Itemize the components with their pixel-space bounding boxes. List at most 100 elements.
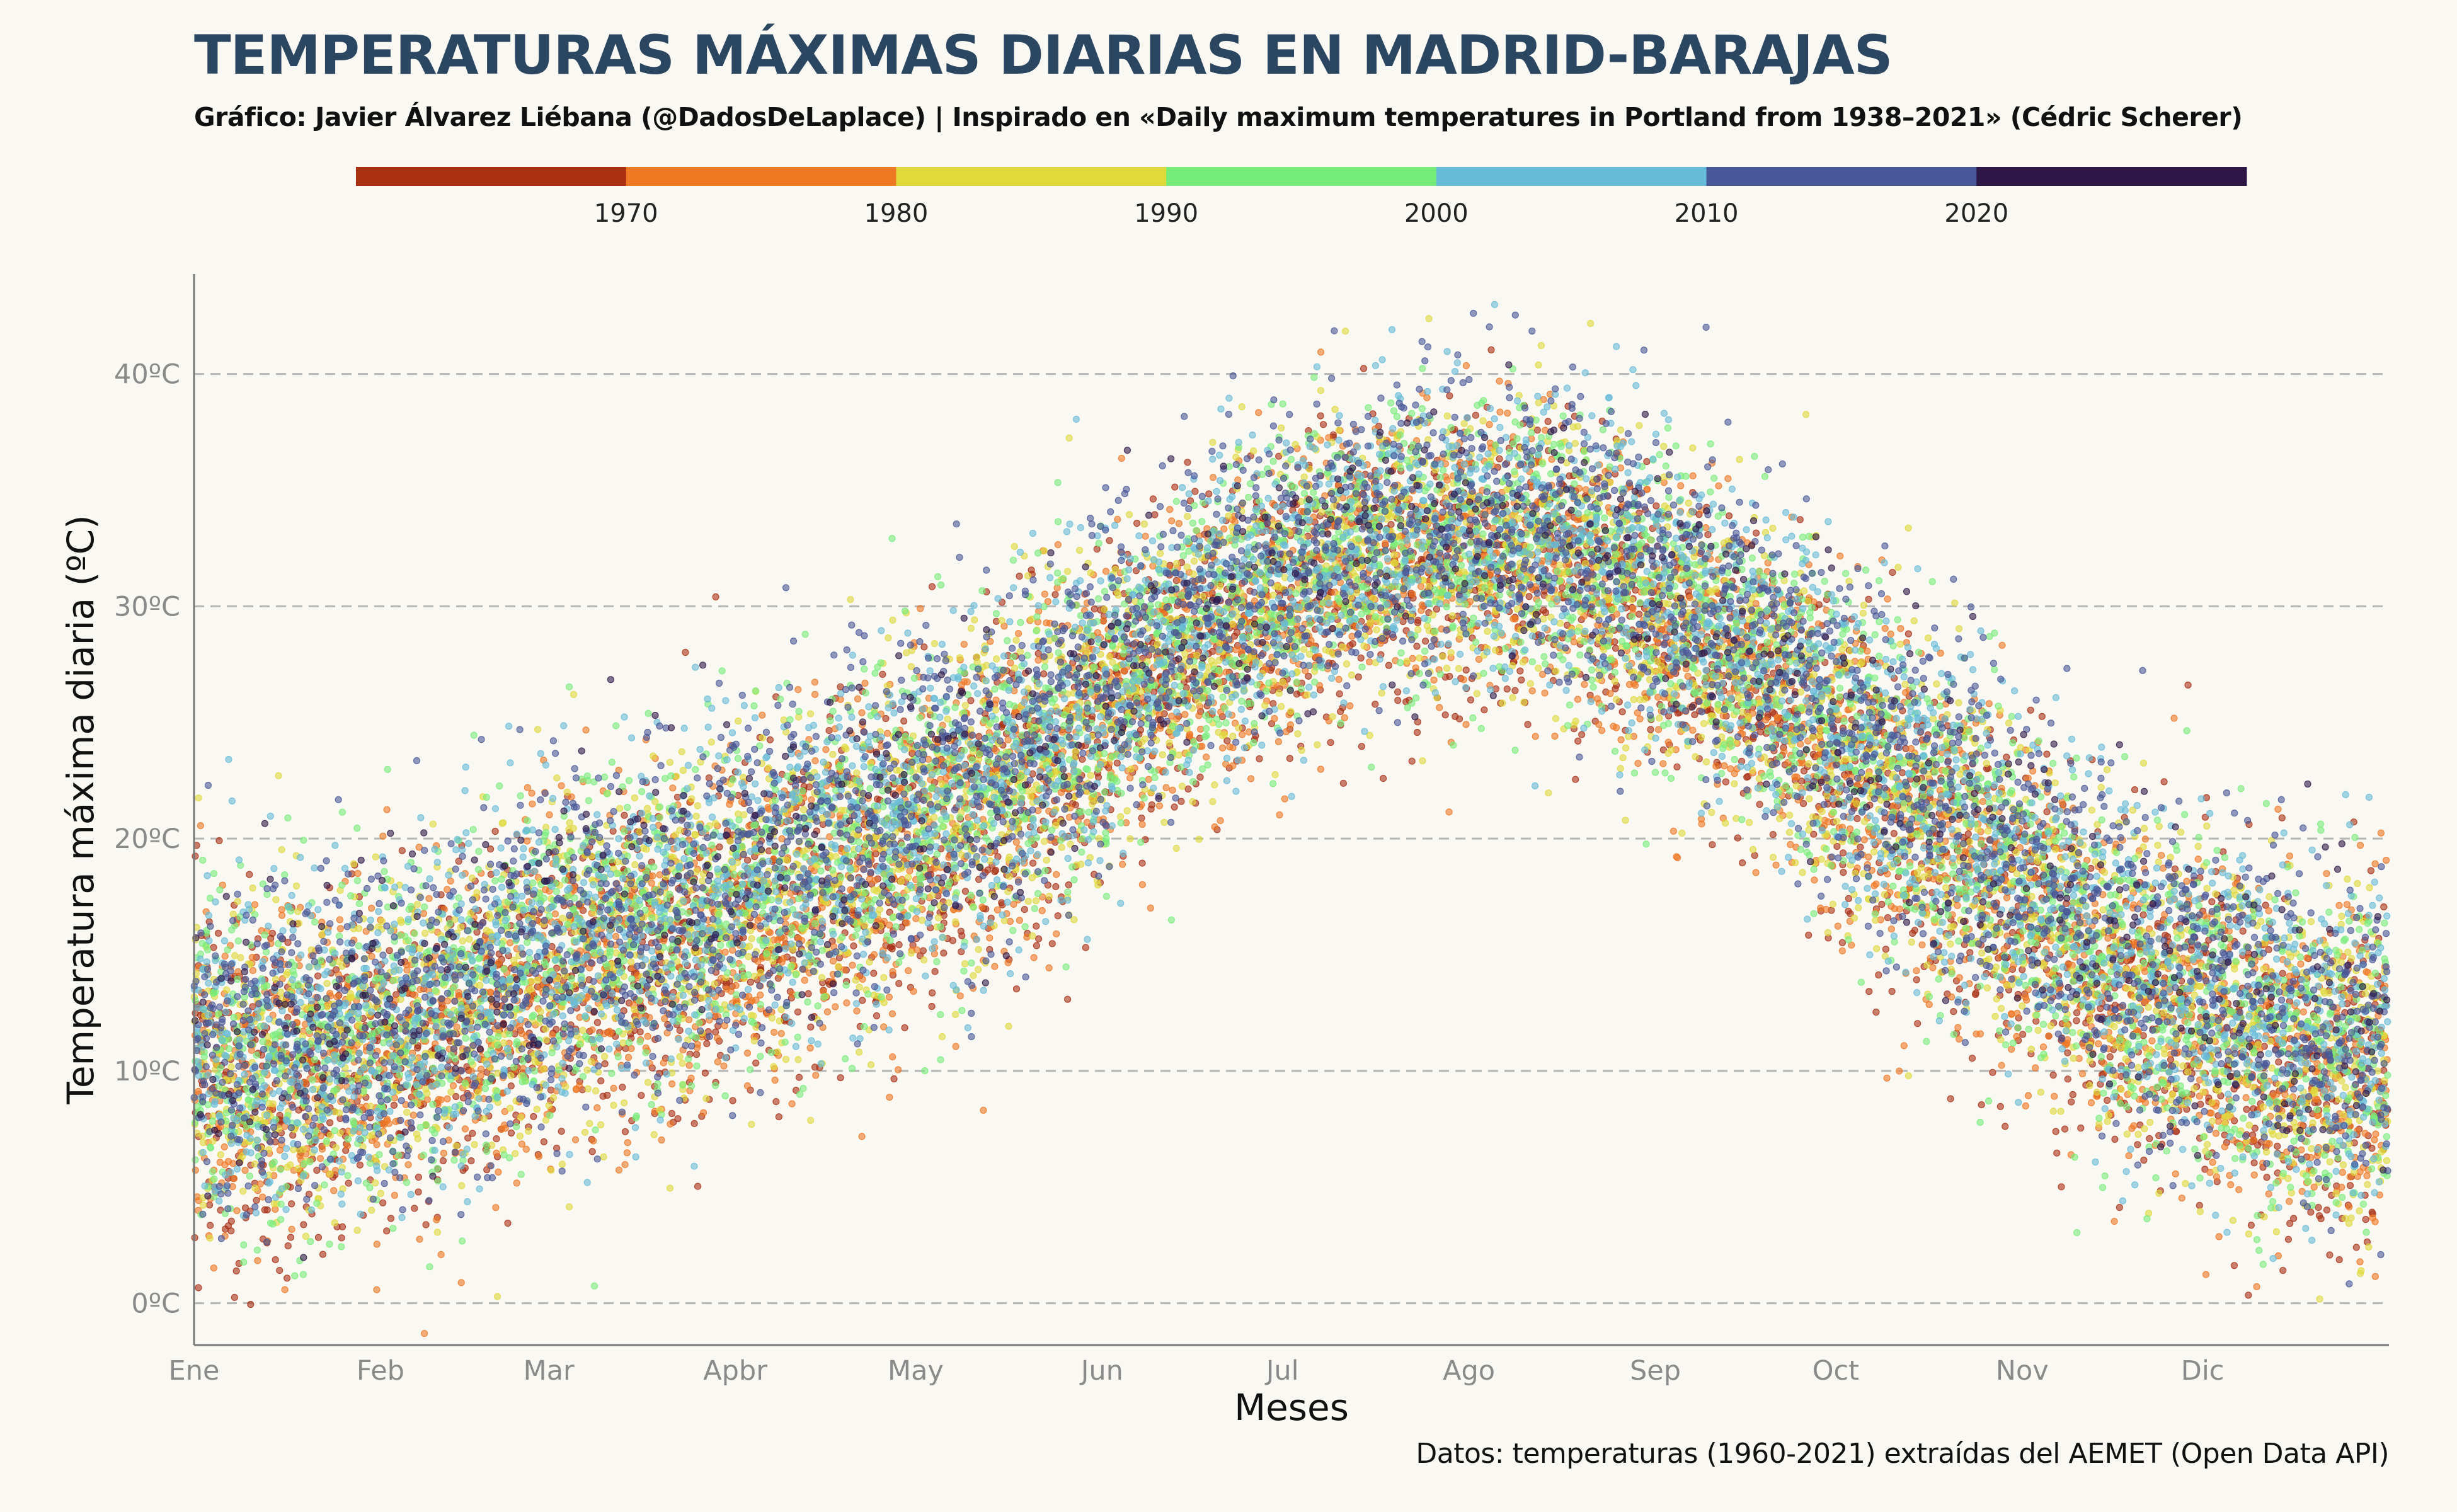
- data-point: [420, 1330, 428, 1337]
- data-point: [281, 1286, 289, 1293]
- data-point: [1016, 572, 1023, 580]
- data-point: [2263, 1174, 2271, 1181]
- data-point: [1082, 944, 1089, 951]
- data-point: [1276, 811, 1283, 819]
- data-point: [284, 939, 292, 946]
- data-point: [1102, 568, 1110, 575]
- data-point: [2247, 1222, 2255, 1229]
- data-point: [1053, 930, 1060, 937]
- data-point: [811, 679, 819, 686]
- data-point: [597, 1077, 605, 1085]
- data-point: [1889, 568, 1896, 576]
- data-point: [1524, 721, 1532, 728]
- chart-title: TEMPERATURAS MÁXIMAS DIARIAS EN MADRID-B…: [194, 24, 1893, 87]
- data-point: [2032, 1017, 2040, 1025]
- data-point: [1721, 762, 1728, 770]
- data-point: [1709, 841, 1716, 849]
- data-point: [2053, 1149, 2061, 1157]
- data-point: [1282, 728, 1290, 736]
- data-point: [703, 1040, 711, 1048]
- data-point: [1147, 805, 1155, 813]
- data-point: [590, 1137, 597, 1145]
- data-point: [806, 1044, 814, 1052]
- data-point: [1205, 490, 1213, 498]
- data-point: [1281, 795, 1288, 803]
- data-point: [772, 1097, 780, 1106]
- data-point: [1065, 881, 1072, 889]
- data-point: [1184, 459, 1191, 466]
- data-point: [1317, 412, 1324, 420]
- data-point: [1217, 816, 1224, 825]
- data-point: [2045, 1033, 2053, 1040]
- data-point: [437, 1251, 445, 1259]
- data-point: [811, 1063, 819, 1071]
- data-point: [1574, 696, 1582, 703]
- data-point: [2140, 1156, 2148, 1164]
- data-point: [449, 1082, 457, 1089]
- data-point: [2003, 753, 2010, 761]
- data-point: [859, 997, 866, 1004]
- data-point: [1884, 914, 1892, 922]
- data-point: [1030, 954, 1038, 961]
- data-point: [1394, 697, 1402, 704]
- data-point: [2372, 1130, 2380, 1138]
- data-point: [345, 1179, 352, 1187]
- data-point: [805, 990, 812, 998]
- data-point: [2307, 1208, 2315, 1216]
- legend-segment: [1166, 167, 1437, 186]
- data-point: [415, 1188, 422, 1196]
- data-point: [660, 1059, 667, 1067]
- data-point: [967, 697, 975, 704]
- data-point: [807, 1023, 815, 1031]
- data-point: [1998, 1062, 2005, 1069]
- data-point: [338, 1223, 346, 1230]
- data-point: [1171, 483, 1179, 491]
- data-point: [1978, 1101, 1985, 1109]
- data-point: [1865, 988, 1873, 995]
- data-point: [2131, 786, 2139, 794]
- data-point: [263, 1206, 271, 1214]
- data-point: [747, 978, 754, 986]
- data-point: [195, 1284, 202, 1292]
- data-point: [2380, 903, 2388, 911]
- data-point: [2251, 1125, 2259, 1132]
- data-point: [593, 1104, 601, 1112]
- data-point: [1566, 472, 1573, 480]
- data-point: [1052, 883, 1060, 890]
- data-point: [1414, 619, 1421, 627]
- data-point: [1610, 723, 1617, 730]
- data-point: [1191, 488, 1199, 495]
- data-point: [1739, 859, 1746, 867]
- data-point: [249, 966, 257, 975]
- data-point: [433, 1216, 440, 1223]
- data-point: [1412, 664, 1419, 672]
- data-point: [882, 714, 890, 723]
- data-point: [1441, 711, 1449, 719]
- data-point: [287, 1234, 295, 1241]
- data-point: [621, 1160, 629, 1169]
- data-point: [272, 1205, 279, 1213]
- data-point: [2111, 1135, 2119, 1143]
- legend-segment: [1436, 167, 1707, 186]
- legend-label: 1990: [1134, 199, 1198, 228]
- data-point: [241, 1167, 249, 1174]
- data-point: [811, 690, 819, 698]
- data-point: [1872, 1008, 1880, 1016]
- data-point: [1752, 529, 1760, 537]
- data-point: [1413, 728, 1421, 736]
- data-point: [207, 1222, 214, 1229]
- data-point: [2184, 681, 2192, 689]
- data-point: [1029, 859, 1037, 867]
- legend-segment: [1976, 167, 2247, 186]
- data-point: [1913, 976, 1920, 983]
- data-point: [2367, 867, 2374, 874]
- data-point: [2110, 1217, 2118, 1225]
- data-point: [1286, 755, 1294, 762]
- data-point: [1040, 670, 1048, 678]
- data-point: [232, 1267, 240, 1275]
- data-point: [1966, 949, 1974, 956]
- data-point: [917, 605, 924, 612]
- data-point: [314, 972, 322, 980]
- data-point: [1057, 789, 1065, 796]
- data-point: [2352, 1244, 2360, 1251]
